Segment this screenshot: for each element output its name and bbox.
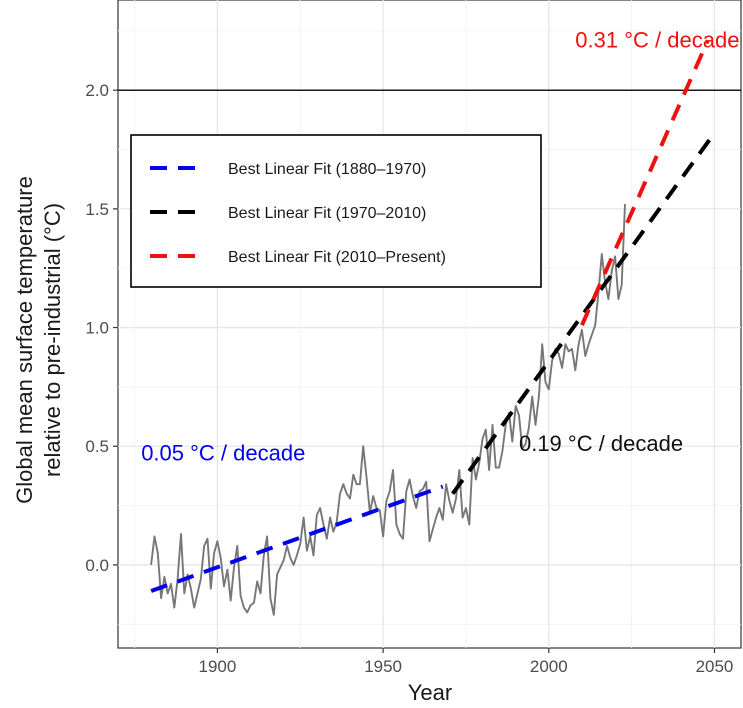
linear-fit-line-3 — [580, 39, 710, 326]
legend-label: Best Linear Fit (1880–1970) — [228, 161, 426, 178]
y-axis-title-line2: relative to pre-industrial (°C) — [40, 203, 65, 477]
legend-label: Best Linear Fit (1970–2010) — [228, 205, 426, 222]
grid-lines — [118, 0, 741, 648]
x-tick-label: 1950 — [364, 657, 402, 676]
legend-entries: Best Linear Fit (1880–1970) Best Linear F… — [150, 161, 446, 266]
linear-fit-lines — [150, 39, 717, 593]
temperature-series — [150, 204, 626, 616]
x-axis-ticks: 1900 1950 2000 2050 — [199, 648, 734, 676]
y-tick-label: 1.0 — [85, 319, 109, 338]
y-axis-title: Global mean surface temperature — [12, 176, 37, 504]
linear-fit-line-2 — [451, 131, 717, 495]
x-tick-label: 1900 — [199, 657, 237, 676]
rate-annotation: 0.31 °C / decade — [575, 27, 739, 52]
rate-annotation: 0.05 °C / decade — [141, 440, 305, 465]
y-axis-ticks: 0.0 0.5 1.0 1.5 2.0 — [85, 81, 118, 575]
y-tick-label: 0.0 — [85, 556, 109, 575]
y-tick-label: 2.0 — [85, 81, 109, 100]
plot-panel — [117, 0, 742, 649]
rate-annotations: 0.05 °C / decade 0.19 °C / decade 0.31 °C … — [141, 27, 739, 465]
x-tick-label: 2000 — [530, 657, 568, 676]
legend: Best Linear Fit (1880–1970) Best Linear F… — [130, 134, 542, 288]
y-tick-label: 0.5 — [85, 437, 109, 456]
x-tick-label: 2050 — [696, 657, 734, 676]
rate-annotation: 0.19 °C / decade — [519, 431, 683, 456]
linear-fit-line-1 — [150, 484, 444, 593]
temperature-anomaly-line — [150, 204, 626, 616]
x-axis-title: Year — [408, 680, 452, 705]
y-tick-label: 1.5 — [85, 200, 109, 219]
legend-box — [130, 134, 542, 288]
legend-label: Best Linear Fit (2010–Present) — [228, 249, 446, 266]
